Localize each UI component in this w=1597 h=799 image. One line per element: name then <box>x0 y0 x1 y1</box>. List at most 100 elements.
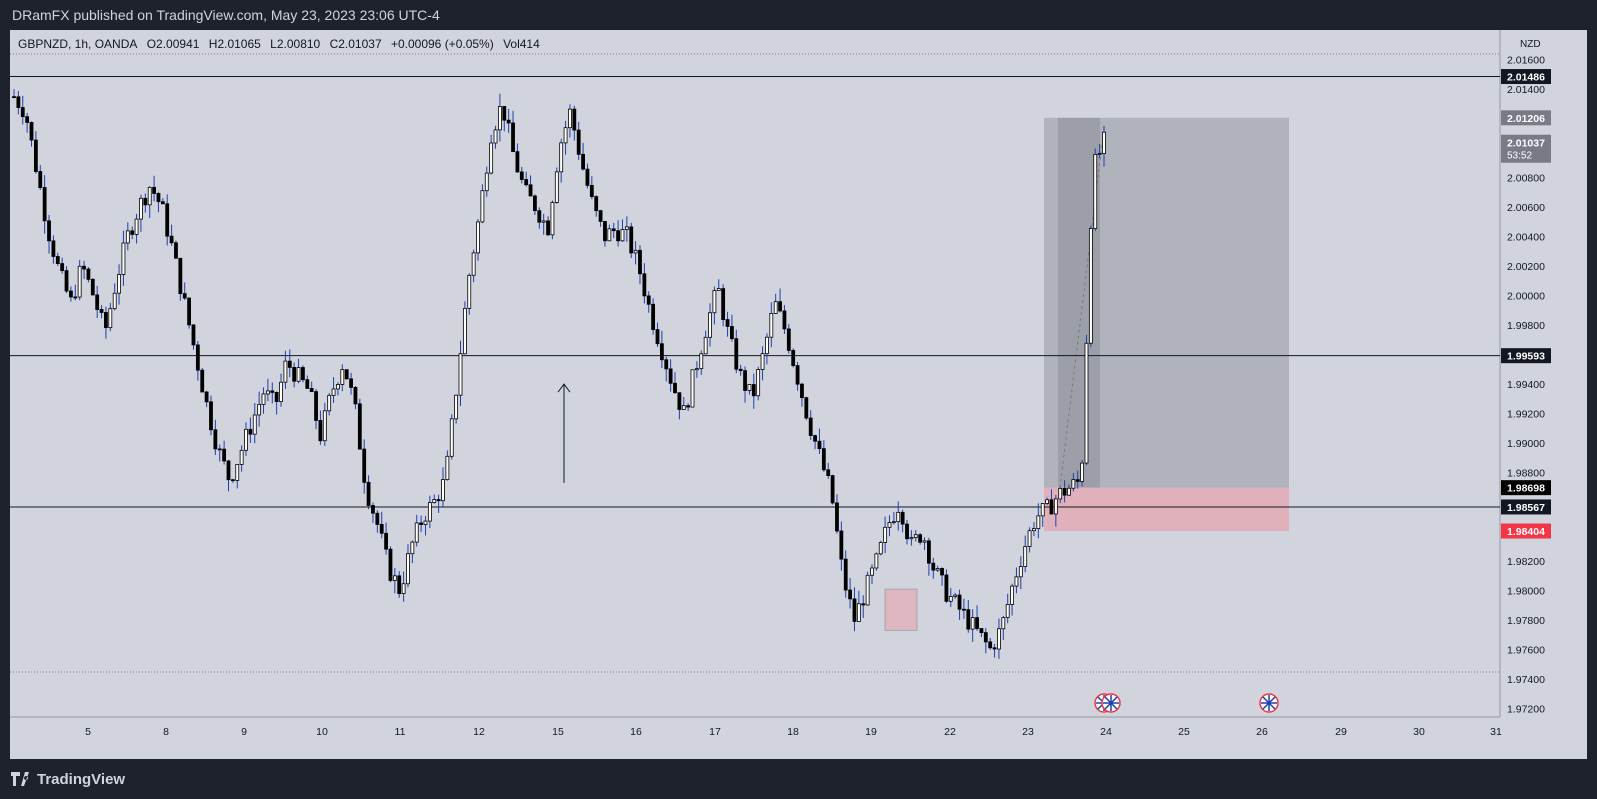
candle-body <box>896 511 901 523</box>
price-label-entry: 1.98698 <box>1507 483 1545 495</box>
candle-body <box>252 414 257 435</box>
price-label-level: 1.98567 <box>1507 502 1545 514</box>
candle-body <box>90 278 95 296</box>
candle-body <box>1014 576 1019 587</box>
price-chart[interactable]: NZD 2.01600 2.01400 2.00800 2.00600 2.00400 2.… <box>10 30 1587 759</box>
tradingview-logo-icon[interactable] <box>10 770 32 788</box>
legend-symbol[interactable]: GBPNZD, 1h, OANDA <box>18 37 138 51</box>
candle-body <box>852 598 857 622</box>
price-tick-label-11: 1.98800 <box>1507 468 1545 480</box>
candle-body <box>498 106 502 131</box>
candle-body <box>484 172 489 192</box>
candle-body <box>406 553 410 585</box>
candle-body <box>756 369 761 397</box>
candle-body <box>594 196 599 212</box>
candle-body <box>160 201 165 205</box>
candle-body <box>760 353 765 370</box>
candle-body <box>222 448 227 462</box>
candle-body <box>1062 487 1067 496</box>
candle-body <box>944 574 949 602</box>
candle-body <box>38 171 43 188</box>
candle-body <box>808 417 813 436</box>
candle-body <box>506 119 511 124</box>
candle-body <box>327 394 332 412</box>
candle-body <box>99 309 104 313</box>
brand-name[interactable]: TradingView <box>37 771 126 788</box>
time-tick-label-16: 29 <box>1335 726 1347 738</box>
chart-panel[interactable]: NZD 2.01600 2.01400 2.00800 2.00600 2.00400 2.… <box>10 30 1587 759</box>
candle-body <box>773 301 778 314</box>
candle-body <box>152 186 156 194</box>
candle-body <box>1080 462 1085 482</box>
candle-body <box>427 502 432 522</box>
candle-body <box>690 369 695 408</box>
candle-body <box>673 382 677 394</box>
price-tick-label-1: 2.01400 <box>1507 84 1545 96</box>
candle-body <box>283 360 288 383</box>
time-tick-label-17: 30 <box>1413 726 1425 738</box>
candle-body <box>1075 479 1080 482</box>
candle-body <box>1040 503 1045 517</box>
candle-body <box>29 122 34 141</box>
candle-body <box>821 448 826 471</box>
candle-body <box>1027 530 1032 547</box>
candle-body <box>125 230 130 244</box>
event-flag-icon-2-cross <box>1103 695 1119 711</box>
candle-body <box>970 617 975 630</box>
price-tick-label-13: 1.98000 <box>1507 586 1545 598</box>
candle-body <box>139 197 143 220</box>
candle-body <box>331 388 336 396</box>
candle-body <box>537 210 542 223</box>
candle-body <box>480 190 485 223</box>
candle-body <box>47 220 51 242</box>
candle-body <box>274 392 279 403</box>
candle-body <box>454 394 459 420</box>
price-tick-label-12: 1.98200 <box>1507 556 1545 568</box>
candle-body <box>681 405 686 410</box>
candle-body <box>147 186 152 206</box>
candle-body <box>1084 342 1089 464</box>
time-tick-label-9: 18 <box>787 726 799 738</box>
candle-body <box>563 127 568 144</box>
candle-body <box>86 268 91 280</box>
candle-body <box>340 369 345 385</box>
candlestick-series[interactable] <box>12 89 1106 659</box>
price-label-level: 1.99593 <box>1507 351 1545 363</box>
highlight-box[interactable] <box>884 588 918 631</box>
candle-body <box>121 242 126 275</box>
candle-body <box>651 303 656 330</box>
candle-body <box>42 187 47 222</box>
candle-body <box>1005 604 1010 619</box>
legend-close: C2.01037 <box>329 37 382 51</box>
candle-body <box>33 139 38 172</box>
candle-body <box>935 568 940 571</box>
candle-body <box>69 290 73 298</box>
candle-body <box>694 368 699 371</box>
candle-body <box>975 617 979 629</box>
candle-body <box>489 142 494 174</box>
candle-body <box>765 336 769 355</box>
candle-body <box>620 229 625 242</box>
candle-body <box>913 534 918 538</box>
candle-body <box>751 384 756 397</box>
stop-zone[interactable] <box>1044 487 1289 532</box>
candle-body <box>362 448 367 483</box>
candle-body <box>187 297 192 326</box>
candle-body <box>830 475 835 504</box>
candle-body <box>1093 153 1098 229</box>
candle-body <box>296 367 301 382</box>
candle-body <box>1053 498 1058 515</box>
candle-body <box>1102 131 1106 155</box>
candle-body <box>572 108 577 131</box>
candle-body <box>1058 487 1063 500</box>
candle-body <box>55 256 60 264</box>
candle-body <box>800 383 804 399</box>
candle-body <box>82 265 86 270</box>
candle-body <box>182 293 187 299</box>
candle-body <box>156 193 161 203</box>
candle-body <box>169 235 174 244</box>
legend-change: +0.00096 (+0.05%) <box>390 37 494 51</box>
candle-body <box>1045 499 1049 504</box>
candle-body <box>642 273 647 297</box>
candle-body <box>257 404 262 416</box>
